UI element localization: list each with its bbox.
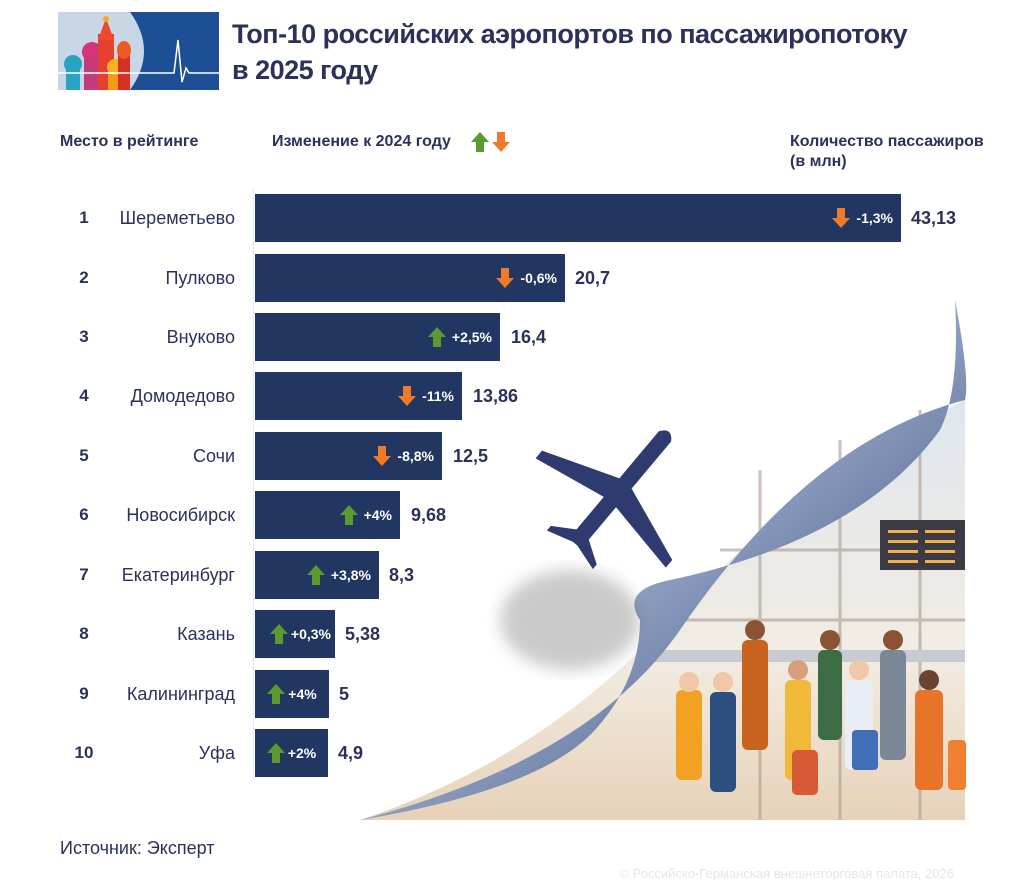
arrow-up-icon [339, 505, 358, 525]
passenger-bar: +2% [255, 729, 328, 777]
passenger-bar: +2,5% [255, 313, 500, 361]
airport-name: Новосибирск [126, 505, 235, 525]
arrow-down-icon [832, 208, 851, 228]
passenger-bar: -0,6% [255, 254, 565, 302]
table-row: 9 Калининград +4% 5 [0, 670, 1024, 718]
change-percent: +4% [288, 686, 317, 702]
airport-name: Екатеринбург [121, 565, 235, 585]
arrow-up-icon [267, 684, 286, 704]
rank: 6 [79, 505, 89, 524]
table-row: 10 Уфа +2% 4,9 [0, 729, 1024, 777]
passenger-value: 9,68 [411, 505, 447, 525]
rank: 1 [79, 208, 89, 227]
passenger-value: 20,7 [575, 268, 611, 288]
table-row: 1 Шереметьево -1,3% 43,13 [0, 194, 1024, 242]
table-row: 8 Казань +0,3% 5,38 [0, 610, 1024, 658]
airport-name: Калининград [126, 684, 235, 704]
passenger-bar: +0,3% [255, 610, 335, 658]
passenger-bar: +4% [255, 491, 400, 539]
passenger-bar: +4% [255, 670, 329, 718]
airport-name: Шереметьево [119, 208, 235, 228]
rank: 2 [79, 268, 89, 287]
count-column-header: Количество пассажиров (в млн) [790, 133, 984, 170]
passenger-bar: -11% [255, 372, 462, 420]
arrow-down-icon [373, 446, 392, 466]
airport-name: Домодедово [130, 386, 235, 406]
kremlin-heartbeat-logo-icon [58, 12, 219, 90]
rank: 7 [79, 565, 89, 584]
page-title: Топ-10 российских аэропортов по пассажир… [232, 16, 908, 88]
passenger-value: 12,5 [453, 446, 489, 466]
passenger-value: 4,9 [338, 743, 364, 763]
arrow-legend [470, 132, 510, 152]
change-percent: -8,8% [397, 448, 434, 464]
change-percent: +0,3% [290, 626, 331, 642]
change-percent: +2% [287, 745, 317, 761]
passenger-value: 5 [339, 684, 350, 704]
passenger-value: 5,38 [345, 624, 381, 644]
rank: 5 [79, 446, 89, 465]
arrow-down-icon [491, 132, 510, 152]
airport-name: Внуково [166, 327, 235, 347]
rank: 4 [79, 386, 89, 405]
passenger-bar: +3,8% [255, 551, 379, 599]
passenger-value: 16,4 [511, 327, 547, 347]
table-row: 3 Внуково +2,5% 16,4 [0, 313, 1024, 361]
title-line-1: Топ-10 российских аэропортов по пассажир… [232, 19, 908, 49]
table-row: 4 Домодедово -11% 13,86 [0, 372, 1024, 420]
passenger-bar: -8,8% [255, 432, 442, 480]
source-note: Источник: Эксперт [60, 838, 215, 858]
change-percent: +2,5% [451, 329, 492, 345]
table-row: 6 Новосибирск +4% 9,68 [0, 491, 1024, 539]
arrow-up-icon [269, 624, 288, 644]
change-column-header: Изменение к 2024 году [272, 132, 510, 152]
arrow-up-icon [266, 743, 285, 763]
logo [58, 12, 219, 90]
rank: 3 [79, 327, 89, 346]
rank: 9 [79, 684, 89, 703]
passenger-value: 43,13 [911, 208, 957, 228]
airport-name: Казань [177, 624, 235, 644]
rank-column-header: Место в рейтинге [60, 133, 199, 150]
airport-name: Уфа [198, 743, 235, 763]
rank: 10 [74, 743, 94, 762]
title-line-2: в 2025 году [232, 55, 378, 85]
passenger-value: 8,3 [389, 565, 415, 585]
passenger-value: 13,86 [473, 386, 519, 406]
rank: 8 [79, 624, 89, 643]
change-percent: -1,3% [856, 210, 893, 226]
airport-name: Сочи [192, 446, 235, 466]
arrow-up-icon [470, 132, 489, 152]
change-percent: -11% [422, 388, 454, 404]
arrow-down-icon [496, 268, 515, 288]
table-row: 5 Сочи -8,8% 12,5 [0, 432, 1024, 480]
change-percent: -0,6% [520, 270, 557, 286]
copyright-note: © Российско-Германская внешнеторговая па… [619, 866, 954, 881]
change-percent: +4% [363, 507, 392, 523]
airport-name: Пулково [165, 268, 235, 288]
arrow-up-icon [306, 565, 325, 585]
arrow-down-icon [398, 386, 417, 406]
arrow-up-icon [427, 327, 446, 347]
table-row: 2 Пулково -0,6% 20,7 [0, 254, 1024, 302]
axis-line [253, 188, 254, 778]
passenger-bar: -1,3% [255, 194, 901, 242]
table-row: 7 Екатеринбург +3,8% 8,3 [0, 551, 1024, 599]
change-percent: +3,8% [330, 567, 371, 583]
change-column-label: Изменение к 2024 году [272, 133, 451, 150]
